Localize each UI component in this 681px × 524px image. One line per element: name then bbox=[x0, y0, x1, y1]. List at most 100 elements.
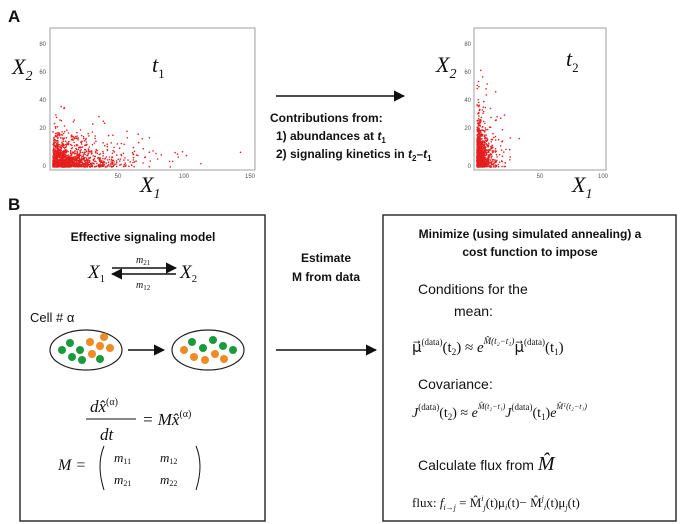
scatter-dot bbox=[492, 161, 494, 163]
section-heading: mean: bbox=[454, 303, 493, 319]
scatter-dot bbox=[59, 133, 61, 135]
scatter-dot bbox=[97, 157, 99, 159]
scatter-dot bbox=[73, 121, 75, 123]
scatter-dot bbox=[107, 150, 109, 152]
scatter-dot bbox=[59, 135, 61, 137]
molecule bbox=[219, 342, 227, 350]
scatter-dot bbox=[500, 145, 502, 147]
equation-rhs: = Mx̂(α) bbox=[142, 409, 191, 429]
scatter-dot bbox=[101, 160, 103, 162]
scatter-dot bbox=[62, 134, 64, 136]
scatter-dot bbox=[74, 151, 76, 153]
scatter-dot bbox=[478, 154, 480, 156]
scatter-dot bbox=[492, 159, 494, 161]
scatter-dot bbox=[67, 154, 69, 156]
scatter-dot bbox=[98, 116, 100, 118]
scatter-dot bbox=[123, 144, 125, 146]
scatter-dot bbox=[490, 157, 492, 159]
scatter-dot bbox=[59, 157, 61, 159]
scatter-dot bbox=[88, 149, 90, 151]
scatter-dot bbox=[71, 154, 73, 156]
scatter-dot bbox=[54, 145, 56, 147]
scatter-dot bbox=[87, 133, 89, 135]
scatter-dot bbox=[59, 162, 61, 164]
scatter-dot bbox=[101, 164, 103, 166]
scatter-dot bbox=[490, 108, 492, 110]
scatter-dot bbox=[86, 151, 88, 153]
scatter-dot bbox=[481, 138, 483, 140]
scatter-dot bbox=[127, 137, 129, 139]
scatter-dot bbox=[53, 152, 55, 154]
scatter-dot bbox=[496, 154, 498, 156]
scatter-dot bbox=[75, 148, 77, 150]
scatter-dot bbox=[138, 142, 140, 144]
scatter-dot bbox=[134, 161, 136, 163]
middle-text: M from data bbox=[292, 270, 360, 284]
scatter-dot bbox=[500, 118, 502, 120]
scatter-dot bbox=[95, 165, 97, 167]
scatter-dot bbox=[152, 150, 154, 152]
scatter-dot bbox=[104, 122, 106, 124]
y-tick-label: 80 bbox=[464, 42, 471, 48]
scatter-dot bbox=[518, 138, 520, 140]
scatter-dot bbox=[99, 159, 101, 161]
middle-text: Estimate bbox=[301, 251, 351, 265]
scatter-dot bbox=[128, 165, 130, 167]
scatter-dot bbox=[84, 154, 86, 156]
scatter-dot bbox=[186, 155, 188, 157]
scatter-dot bbox=[55, 146, 57, 148]
scatter-dot bbox=[477, 113, 479, 115]
scatter-dot bbox=[481, 163, 483, 165]
matrix-entry: m12 bbox=[160, 450, 177, 466]
scatter-dot bbox=[86, 155, 88, 157]
scatter-dot bbox=[492, 133, 494, 135]
scatter-dot bbox=[94, 138, 96, 140]
scatter-dot bbox=[485, 129, 487, 131]
scatter-dot bbox=[109, 156, 111, 158]
scatter-dot bbox=[483, 121, 485, 123]
scatter-dot bbox=[55, 159, 57, 161]
scatter-dot bbox=[501, 166, 503, 168]
scatter-dot bbox=[479, 119, 481, 121]
scatter-dot bbox=[67, 144, 69, 146]
scatter-dot bbox=[68, 165, 70, 167]
scatter-dot bbox=[84, 160, 86, 162]
scatter-dot bbox=[63, 161, 65, 163]
scatter-dot bbox=[102, 151, 104, 153]
scatter-dot bbox=[107, 146, 109, 148]
scatter-dot bbox=[501, 149, 503, 151]
scatter-dot bbox=[182, 151, 184, 153]
scatter-dot bbox=[479, 125, 481, 127]
scatter-dot bbox=[77, 151, 79, 153]
scatter-dot bbox=[113, 151, 115, 153]
scatter-dot bbox=[57, 135, 59, 137]
scatter-dot bbox=[72, 158, 74, 160]
scatter-dot bbox=[483, 158, 485, 160]
scatter-dot bbox=[477, 120, 479, 122]
scatter-dot bbox=[59, 165, 61, 167]
scatter-dot bbox=[487, 129, 489, 131]
scatter-dot bbox=[492, 147, 494, 149]
scatter-dot bbox=[104, 145, 106, 147]
scatter-dot bbox=[57, 159, 59, 161]
molecule bbox=[78, 356, 86, 364]
molecule bbox=[229, 346, 237, 354]
scatter-dot bbox=[94, 142, 96, 144]
scatter-dot bbox=[491, 161, 493, 163]
scatter-dot bbox=[72, 164, 74, 166]
scatter-dot bbox=[501, 160, 503, 162]
scatter-dot bbox=[477, 149, 479, 151]
scatter-dot bbox=[149, 151, 151, 153]
scatter-dot bbox=[89, 166, 91, 168]
scatter-dot bbox=[178, 156, 180, 158]
molecule bbox=[188, 338, 196, 346]
scatter-dot bbox=[102, 166, 104, 168]
scatter-dot bbox=[141, 138, 143, 140]
molecule bbox=[76, 346, 84, 354]
scatter-dot bbox=[485, 157, 487, 159]
scatter-dot bbox=[88, 157, 90, 159]
scatter-dot bbox=[478, 150, 480, 152]
scatter-dot bbox=[94, 156, 96, 158]
mean-equation: μ⃗(data)(t2) ≈ eM̂(t₂−t₁)μ⃗(data)(t1) bbox=[412, 336, 564, 357]
scatter-dot bbox=[489, 165, 491, 167]
